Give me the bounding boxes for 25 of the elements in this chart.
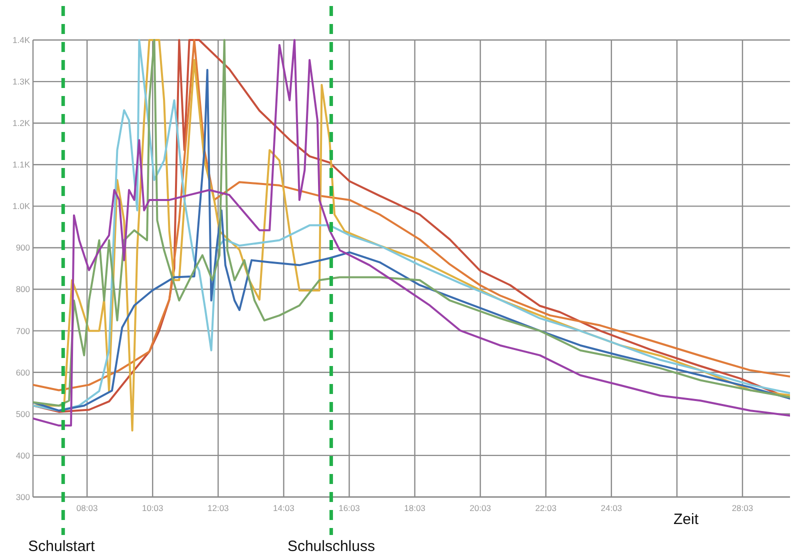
y-tick-label: 300	[16, 492, 30, 502]
x-tick-label: 16:03	[338, 503, 360, 513]
ref-line-label: Schulstart	[28, 538, 96, 555]
x-tick-label: 08:03	[76, 503, 98, 513]
x-tick-label: 10:03	[142, 503, 164, 513]
y-tick-label: 900	[16, 242, 30, 253]
x-tick-label: 20:03	[470, 503, 492, 513]
x-tick-label: 24:03	[600, 503, 622, 513]
y-tick-label: 1.4K	[12, 34, 30, 45]
y-tick-label: 400	[16, 450, 30, 460]
y-tick-label: 600	[16, 367, 30, 378]
x-tick-label: 22:03	[535, 503, 557, 513]
y-tick-label: 500	[16, 408, 30, 419]
ref-line-label: Schulschluss	[287, 538, 375, 555]
x-tick-label: 12:03	[208, 503, 230, 513]
x-tick-label: 14:03	[273, 503, 295, 513]
x-tick-label: 28:03	[732, 503, 754, 513]
y-tick-label: 1.0K	[12, 201, 30, 212]
x-tick-label: 18:03	[404, 503, 426, 513]
y-tick-label: 1.1K	[12, 160, 30, 170]
x-axis-title: Zeit	[673, 511, 700, 528]
y-tick-label: 1.3K	[12, 76, 30, 87]
y-tick-label: 1.2K	[12, 118, 30, 128]
y-tick-label: 800	[16, 284, 30, 294]
y-tick-label: 700	[16, 326, 30, 336]
